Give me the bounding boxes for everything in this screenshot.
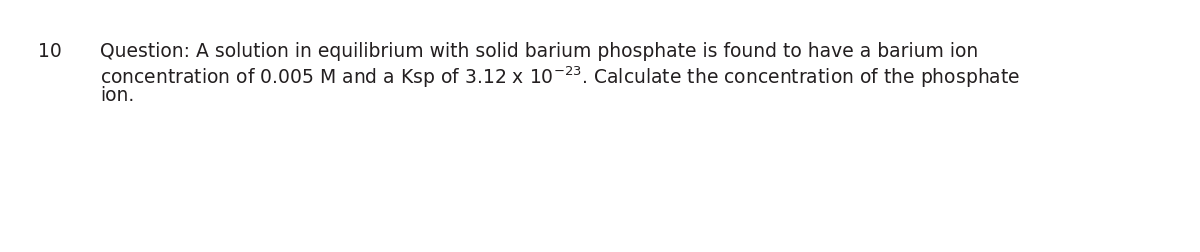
- Text: 10: 10: [38, 42, 61, 61]
- Text: Question: A solution in equilibrium with solid barium phosphate is found to have: Question: A solution in equilibrium with…: [100, 42, 978, 61]
- Text: concentration of 0.005 M and a Ksp of 3.12 x 10$^{-23}$. Calculate the concentra: concentration of 0.005 M and a Ksp of 3.…: [100, 64, 1020, 89]
- Text: ion.: ion.: [100, 86, 134, 105]
